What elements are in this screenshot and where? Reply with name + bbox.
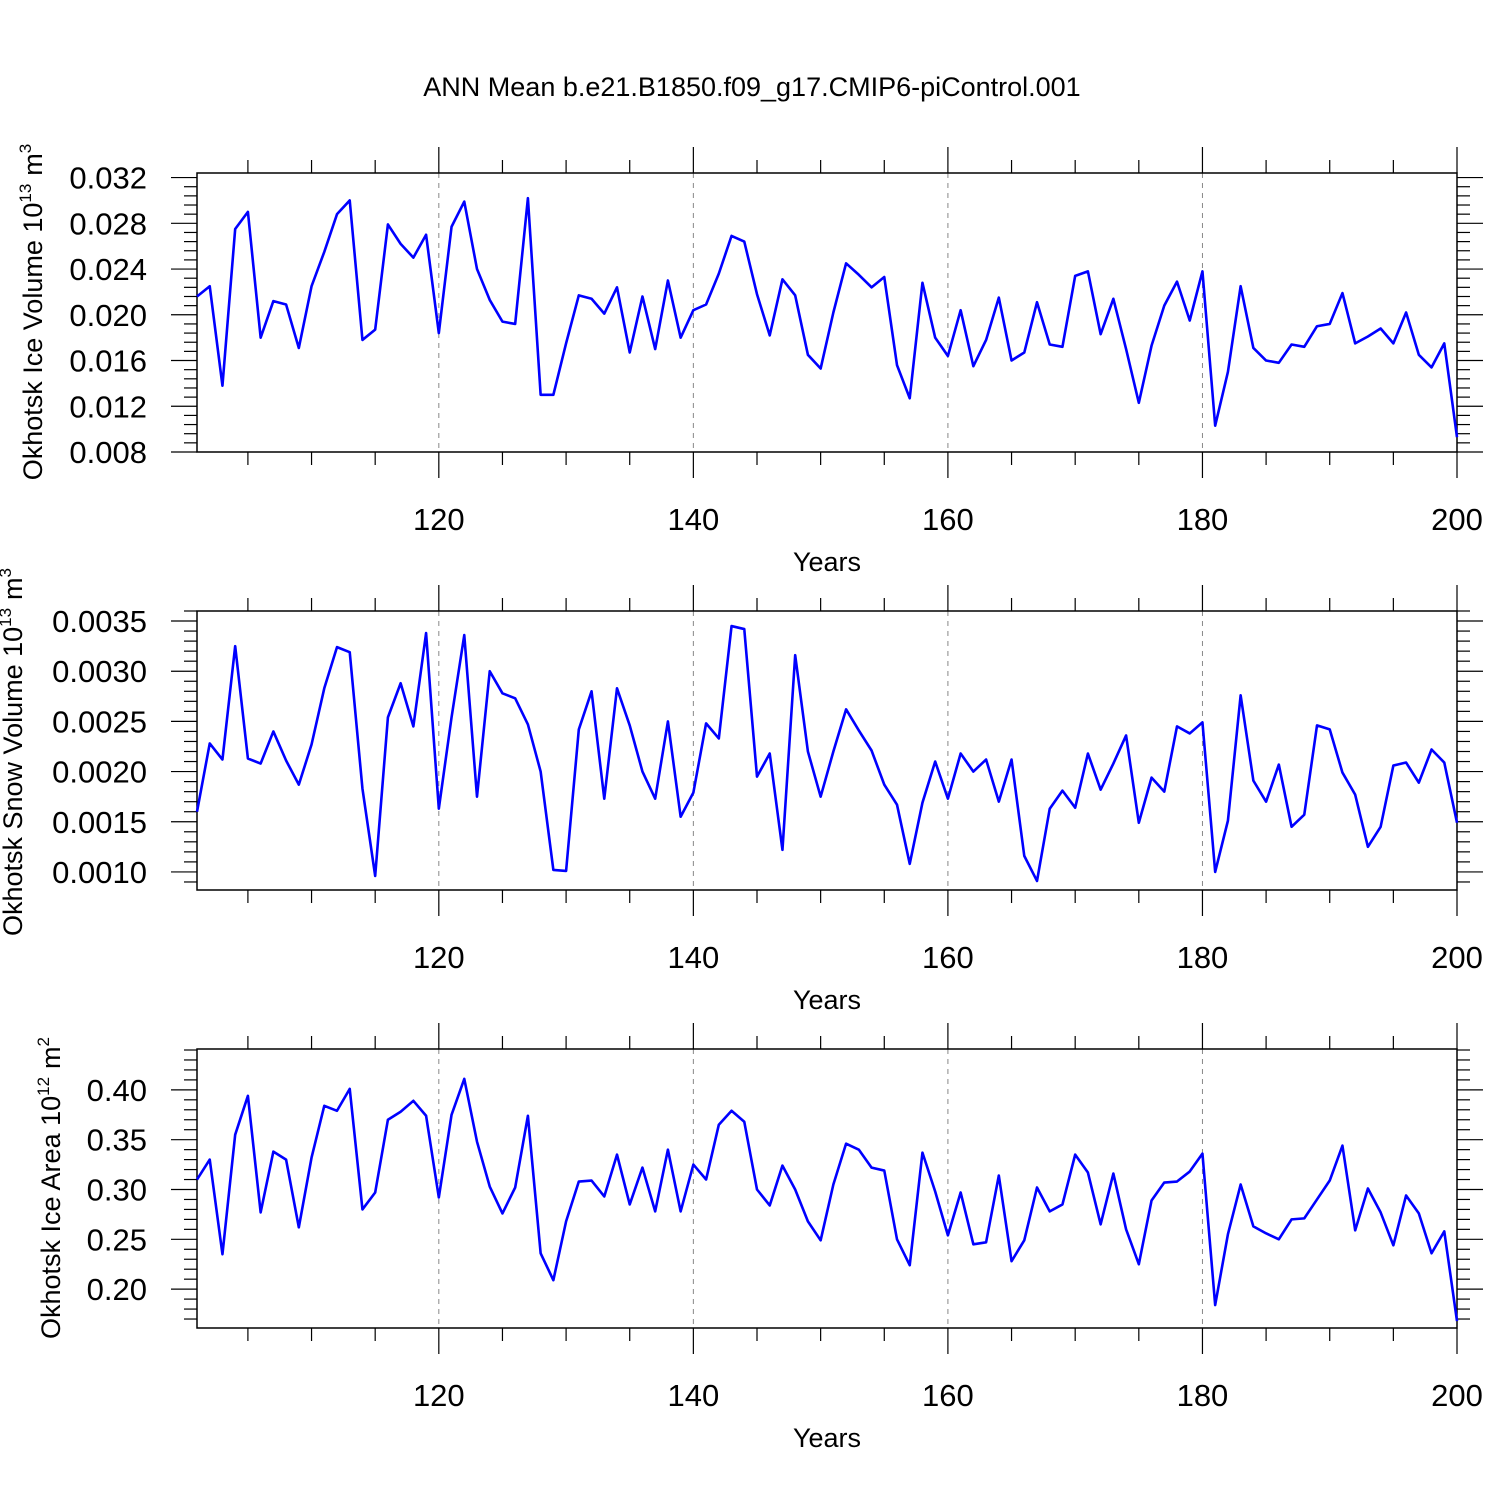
ice-volume-series-line (196, 196, 1459, 438)
ice-area-ytick-label: 0.20 (87, 1272, 147, 1307)
ice-area-xtick-label: 120 (413, 1378, 465, 1413)
snow-volume-ytick-label: 0.0015 (52, 805, 147, 840)
ice-volume-ytick-label: 0.032 (69, 161, 147, 196)
snow-volume-ytick-label: 0.0010 (52, 855, 147, 890)
ice-area-xtick-label: 180 (1177, 1378, 1229, 1413)
ice-volume-xlabel: Years (793, 547, 861, 577)
ice-volume-xtick-label: 180 (1177, 502, 1229, 537)
ice-volume-xtick-label: 160 (922, 502, 974, 537)
snow-volume-xtick-label: 200 (1431, 940, 1483, 975)
snow-volume-series-line (195, 624, 1459, 883)
ice-volume-frame (196, 172, 1458, 453)
ice-volume-ytick-label: 0.020 (69, 298, 147, 333)
ice-volume-ylabel: Okhotsk Ice Volume 1013m3 (16, 144, 48, 481)
ice-volume-xtick-label: 200 (1431, 502, 1483, 537)
ice-volume-ytick-label: 0.008 (69, 435, 147, 470)
snow-volume-xlabel: Years (793, 985, 861, 1015)
ice-area-xtick-label: 160 (922, 1378, 974, 1413)
snow-volume-panel: 120 140 160 180 200 0.0010 0.0015 0.0020 0.0025 0… (0, 568, 1483, 1015)
ice-volume-panel: 120 140 160 180 200 0.008 0.012 0.016 0.020 0.024… (16, 144, 1483, 577)
ice-volume-ytick-label: 0.016 (69, 344, 147, 379)
ice-area-series-line (195, 1077, 1459, 1322)
ice-area-xlabel: Years (793, 1423, 861, 1453)
snow-volume-frame (196, 610, 1458, 891)
snow-volume-xtick-label: 180 (1177, 940, 1229, 975)
snow-volume-xtick-label: 120 (413, 940, 465, 975)
ice-area-ytick-label: 0.25 (87, 1222, 147, 1257)
snow-volume-ylabel: Okhotsk Snow Volume 1013m3 (0, 568, 28, 936)
snow-volume-ytick-label: 0.0030 (52, 654, 147, 689)
ice-area-ytick-label: 0.40 (87, 1073, 147, 1108)
ice-area-xtick-label: 200 (1431, 1378, 1483, 1413)
ice-volume-ytick-label: 0.024 (69, 252, 147, 287)
ice-volume-xtick-label: 140 (667, 502, 719, 537)
ice-area-frame (196, 1048, 1458, 1329)
ice-area-ytick-label: 0.35 (87, 1123, 147, 1158)
figure-title: ANN Mean b.e21.B1850.f09_g17.CMIP6-piCon… (423, 72, 1080, 102)
ice-area-ytick-label: 0.30 (87, 1172, 147, 1207)
ice-area-panel: 120 140 160 180 200 0.20 0.25 0.30 0.35 0.40 Years… (34, 1023, 1483, 1453)
snow-volume-xtick-label: 160 (922, 940, 974, 975)
ice-volume-xtick-label: 120 (413, 502, 465, 537)
ice-area-ylabel: Okhotsk Ice Area 1012m2 (34, 1037, 66, 1339)
ice-volume-ytick-label: 0.028 (69, 206, 147, 241)
snow-volume-ytick-label: 0.0020 (52, 755, 147, 790)
snow-volume-ytick-label: 0.0025 (52, 704, 147, 739)
snow-volume-ytick-label: 0.0035 (52, 604, 147, 639)
ice-area-xtick-label: 140 (667, 1378, 719, 1413)
snow-volume-xtick-label: 140 (667, 940, 719, 975)
ice-volume-ytick-label: 0.012 (69, 389, 147, 424)
